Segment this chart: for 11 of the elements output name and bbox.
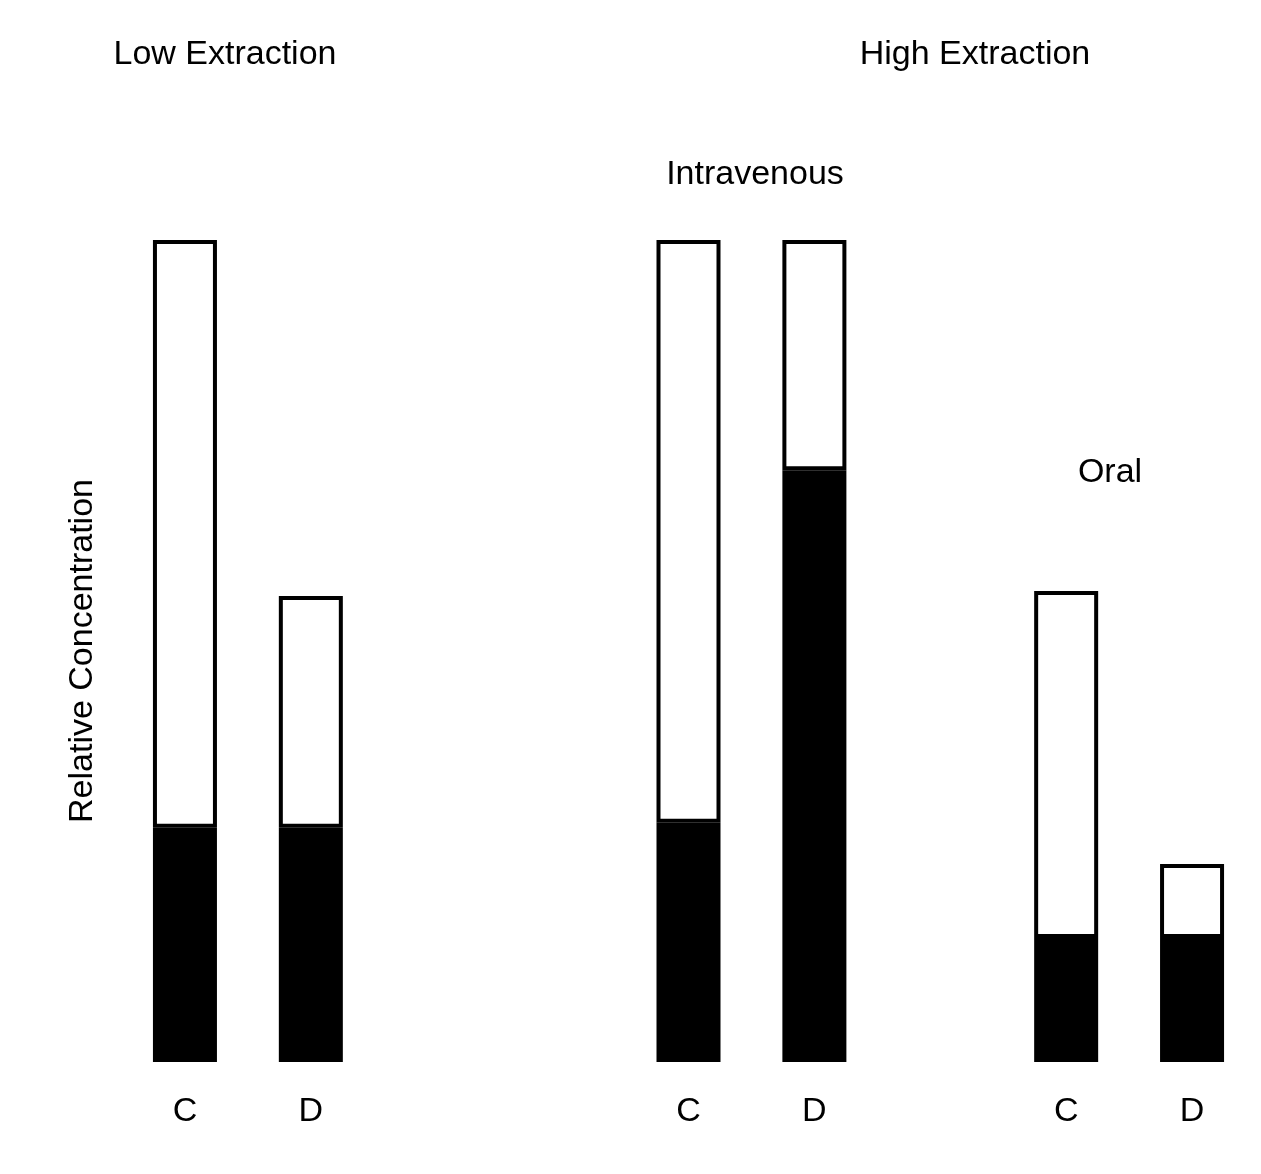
x-tick-label: C [1053,1090,1079,1128]
text: Intravenous [666,153,844,191]
x-tick-label: D [298,1090,324,1128]
x-tick-label: C [172,1090,198,1128]
x-tick-label: C [676,1090,701,1128]
x-tick-label: D [1179,1090,1205,1128]
x-tick-label: D [802,1090,827,1128]
y-axis-title: Relative Concentration [61,479,99,823]
text: High Extraction [859,33,1091,71]
text: Low Extraction [113,33,337,71]
annotation: Oral [1077,451,1143,489]
